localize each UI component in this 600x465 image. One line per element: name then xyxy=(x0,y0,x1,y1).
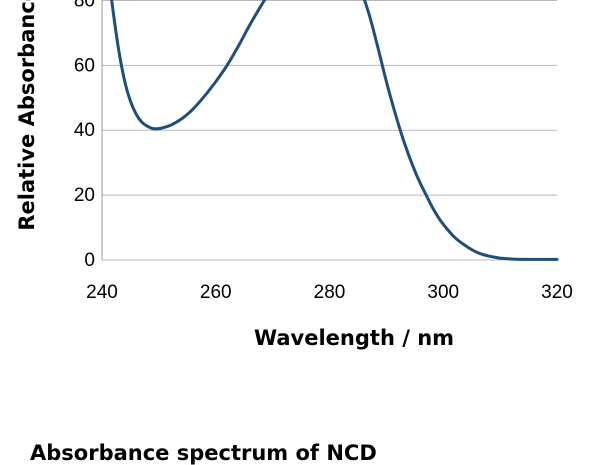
y-tick-label: 0 xyxy=(84,250,95,271)
x-tick-label: 300 xyxy=(427,282,459,303)
x-tick-labels: 240 260 280 300 320 xyxy=(86,282,573,303)
y-tick-label: 60 xyxy=(74,55,95,76)
y-tick-label: 40 xyxy=(74,120,95,141)
y-tick-labels: 0 20 40 60 80 xyxy=(74,0,95,271)
x-axis-title: Wavelength / nm xyxy=(254,326,454,350)
absorbance-chart: 240 260 280 300 320 0 20 40 60 80 Wavelength / n… xyxy=(15,0,573,350)
absorbance-curve xyxy=(110,0,559,261)
x-tick-label: 260 xyxy=(200,282,232,303)
x-tick-label: 240 xyxy=(86,282,118,303)
x-tick-label: 280 xyxy=(314,282,346,303)
gridlines xyxy=(102,0,557,261)
x-tick-label: 320 xyxy=(541,282,573,303)
y-tick-label: 20 xyxy=(74,185,95,206)
y-axis-title: Relative Absorbance / xyxy=(15,0,39,231)
y-tick-label: 80 xyxy=(74,0,95,11)
figure-caption: Absorbance spectrum of NCD xyxy=(30,441,377,465)
